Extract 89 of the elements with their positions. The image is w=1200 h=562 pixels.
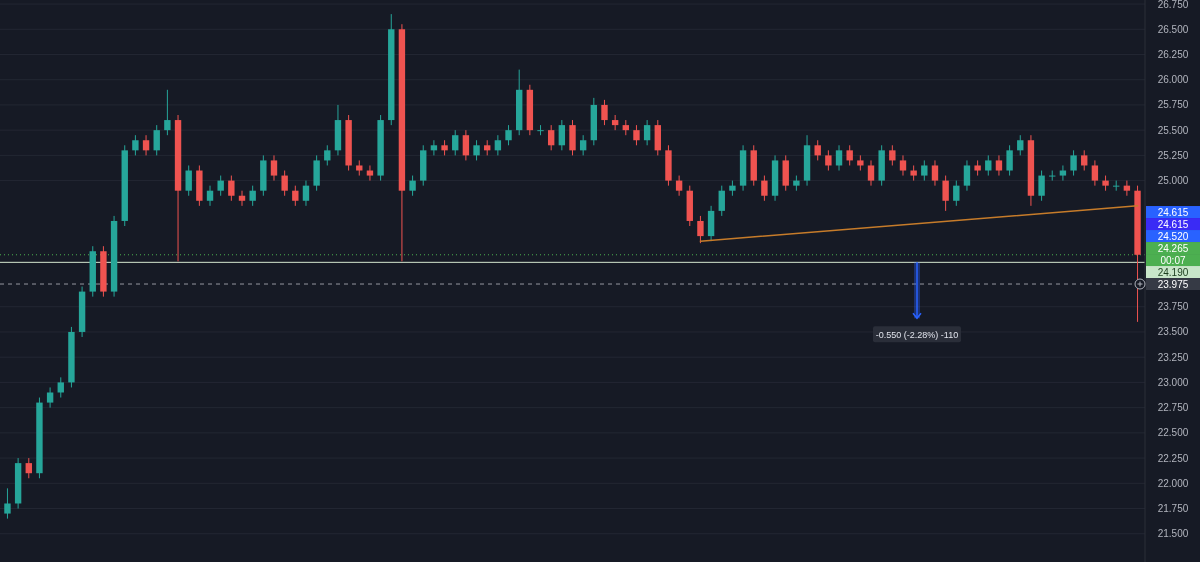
candlestick xyxy=(430,139,438,156)
candlestick xyxy=(1006,144,1013,177)
candlestick xyxy=(633,124,640,146)
candlestick xyxy=(1049,170,1056,182)
y-tick-label: 22.000 xyxy=(1157,477,1189,489)
candlestick xyxy=(942,175,949,212)
candlestick xyxy=(292,185,299,207)
candlestick xyxy=(57,376,64,399)
y-tick-label: 23.250 xyxy=(1157,351,1189,363)
candlestick xyxy=(761,175,768,202)
candlestick xyxy=(164,89,171,136)
candlestick xyxy=(601,99,608,126)
y-tick-label: 26.250 xyxy=(1157,48,1189,60)
candlestick xyxy=(1070,149,1077,177)
candlestick xyxy=(963,159,971,192)
candlestick xyxy=(185,164,192,197)
candlestick xyxy=(558,119,566,151)
text: 24.615 xyxy=(1157,218,1189,230)
candlestick xyxy=(1017,134,1024,156)
candlestick xyxy=(1123,180,1131,197)
candlestick xyxy=(25,457,32,479)
y-tick-label: 23.000 xyxy=(1157,376,1189,388)
candlestick xyxy=(537,124,544,136)
candlestick xyxy=(1091,159,1099,187)
candlestick xyxy=(697,215,704,244)
candlestick xyxy=(675,175,683,197)
candlestick xyxy=(324,144,331,166)
candlestick xyxy=(846,144,853,166)
candlestick xyxy=(579,134,587,156)
candlestick xyxy=(217,175,224,197)
candlestick xyxy=(931,159,939,187)
candlestick xyxy=(611,114,619,131)
y-tick-label: 25.750 xyxy=(1157,99,1189,111)
candlestick xyxy=(249,185,256,207)
candlestick xyxy=(4,487,11,520)
candlestick xyxy=(302,180,310,207)
y-tick-label: 22.500 xyxy=(1157,427,1189,439)
candlestick xyxy=(867,159,875,187)
candlestick xyxy=(547,124,555,151)
y-tick-label: 25.000 xyxy=(1157,175,1189,187)
text: 24.190 xyxy=(1157,266,1189,278)
candlestick xyxy=(835,144,843,172)
y-tick-label: 26.750 xyxy=(1157,0,1189,10)
candlestick xyxy=(206,185,214,207)
candlestick xyxy=(494,134,502,156)
candlestick xyxy=(1059,164,1067,182)
y-tick-label: 21.500 xyxy=(1157,528,1189,540)
candlestick xyxy=(505,124,512,146)
y-tick-label: 26.500 xyxy=(1157,23,1189,35)
y-tick-label: 25.500 xyxy=(1157,124,1189,136)
text: 24.265 xyxy=(1157,242,1189,254)
text: 24.520 xyxy=(1157,230,1189,242)
candlestick xyxy=(995,154,1003,177)
candlestick xyxy=(228,175,235,202)
candlestick xyxy=(643,119,651,146)
candlestick xyxy=(1081,149,1088,172)
candlestick xyxy=(985,154,992,177)
candlestick xyxy=(889,144,896,166)
candlestick xyxy=(281,170,288,197)
candlestick xyxy=(899,154,907,177)
y-tick-label: 25.250 xyxy=(1157,149,1189,161)
y-tick-label: 22.250 xyxy=(1157,452,1189,464)
candlestick xyxy=(46,386,54,409)
y-tick-label: 23.500 xyxy=(1157,326,1189,338)
candlestick xyxy=(953,180,960,207)
candlestick xyxy=(1038,170,1045,202)
candlestick xyxy=(825,149,832,172)
text: 24.615 xyxy=(1157,206,1189,218)
candlestick xyxy=(142,134,150,156)
candlestick xyxy=(718,185,725,217)
candlestick xyxy=(132,134,139,156)
candlestick xyxy=(814,139,821,161)
candlestick xyxy=(462,129,470,161)
y-tick-label: 22.750 xyxy=(1157,402,1189,414)
y-tick-label: 26.000 xyxy=(1157,74,1189,86)
candlestick xyxy=(270,154,278,182)
text: 00:07 xyxy=(1160,254,1186,266)
candlestick xyxy=(473,139,480,161)
annotation: -0.550 (-2.28%) -110 xyxy=(875,329,959,340)
candlestick xyxy=(1113,180,1120,192)
candlestick xyxy=(921,159,928,182)
y-tick-label: 23.750 xyxy=(1157,301,1189,313)
candlestick xyxy=(238,190,246,207)
candlestick xyxy=(366,164,374,182)
y-tick-label: 21.750 xyxy=(1157,503,1189,515)
candlestick xyxy=(452,129,459,156)
candlestick xyxy=(153,124,160,156)
candlestick xyxy=(409,175,416,197)
text: 23.975 xyxy=(1157,278,1189,290)
